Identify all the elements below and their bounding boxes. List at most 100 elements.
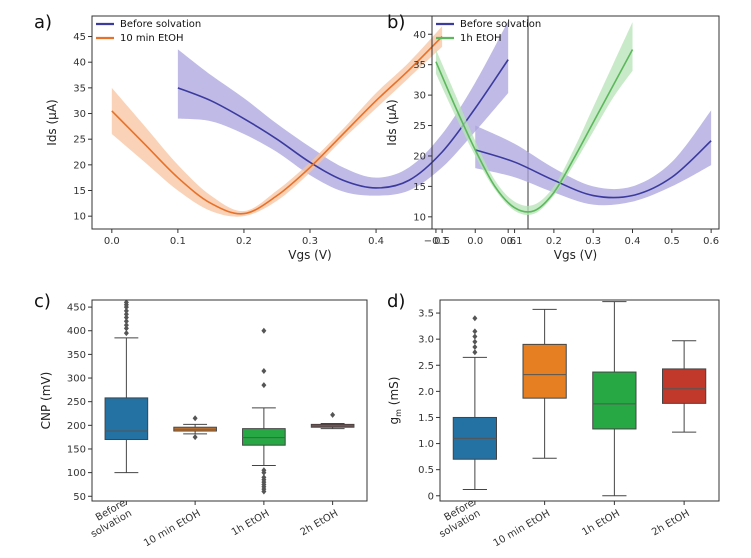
category-label: 2h EtOH bbox=[299, 508, 340, 538]
confidence-band bbox=[177, 21, 509, 196]
outlier-point bbox=[123, 314, 129, 321]
y-tick-label: 0 bbox=[428, 491, 434, 502]
iqr-box bbox=[592, 371, 637, 430]
y-tick-label: 450 bbox=[67, 303, 86, 314]
y-tick-label: 30 bbox=[413, 91, 426, 102]
x-tick-label: 0.3 bbox=[302, 236, 318, 247]
outlier-point bbox=[192, 434, 198, 441]
panel-b: b) 10 15 20 25 30 35 40 −0.1 0.0 0.1 0.2 0.3 0.4 0.5 0.… bbox=[385, 12, 720, 262]
iqr-box bbox=[662, 368, 707, 404]
legend-entry: 1h EtOH bbox=[460, 33, 502, 44]
category-label-line: 2h EtOH bbox=[650, 508, 691, 538]
outlier-point bbox=[261, 474, 267, 481]
outlier-point bbox=[192, 415, 198, 422]
y-axis-label: Ids (µA) bbox=[45, 99, 59, 145]
box-1 bbox=[104, 299, 149, 474]
series-line bbox=[111, 35, 443, 215]
y-tick-label: 2.0 bbox=[418, 387, 434, 398]
y-tick-label: 3.5 bbox=[418, 309, 434, 320]
y-tick-label: 1.5 bbox=[418, 413, 434, 424]
outlier-point bbox=[261, 327, 267, 334]
outlier-point bbox=[261, 467, 267, 474]
outlier-point bbox=[472, 349, 478, 356]
outlier-point bbox=[472, 333, 478, 340]
confidence-band bbox=[435, 22, 633, 216]
y-tick-label: 100 bbox=[67, 468, 86, 479]
outlier-point bbox=[123, 307, 129, 314]
x-tick-label: 0.6 bbox=[500, 236, 516, 247]
series-line bbox=[435, 49, 634, 213]
box-1 bbox=[452, 315, 497, 491]
series-line bbox=[177, 59, 509, 189]
y-tick-label: 20 bbox=[413, 151, 426, 162]
y-tick-label: 20 bbox=[73, 160, 86, 171]
x-tick-label: 0.5 bbox=[664, 236, 680, 247]
plot-frame bbox=[439, 299, 720, 502]
x-tick-label: 0.4 bbox=[625, 236, 641, 247]
legend-entry: Before solvation bbox=[120, 19, 201, 30]
y-tick-label: 3.0 bbox=[418, 335, 434, 346]
x-tick-label: 0.1 bbox=[170, 236, 186, 247]
legend-entry: 10 min EtOH bbox=[120, 33, 184, 44]
outlier-point bbox=[123, 325, 129, 332]
iqr-box bbox=[242, 428, 286, 446]
y-axis-label: Ids (µA) bbox=[385, 99, 399, 145]
y-tick-label: 0.5 bbox=[418, 465, 434, 476]
y-tick-label: 300 bbox=[67, 374, 86, 385]
category-label-line: 1h EtOH bbox=[230, 508, 271, 538]
x-tick-label: 0.4 bbox=[368, 236, 384, 247]
y-tick-label: 15 bbox=[413, 182, 426, 193]
category-label-line: 10 min EtOH bbox=[492, 508, 553, 549]
y-tick-label: 150 bbox=[67, 444, 86, 455]
series-line bbox=[475, 140, 712, 199]
box-4 bbox=[662, 340, 707, 433]
plot-frame bbox=[431, 15, 720, 230]
y-tick-label: 40 bbox=[413, 30, 426, 41]
category-label: 10 min EtOH bbox=[142, 508, 203, 549]
x-tick-label: 0.5 bbox=[434, 236, 450, 247]
y-tick-label: 15 bbox=[73, 186, 86, 197]
x-tick-label: 0.2 bbox=[546, 236, 562, 247]
outlier-point bbox=[123, 330, 129, 337]
y-tick-label: 35 bbox=[413, 60, 426, 71]
panel-a: a) 10 15 20 25 30 35 40 45 0.0 0.1 0.2 0.3 0.4 0.5 0.6 V… bbox=[34, 12, 529, 262]
panel-label: d) bbox=[387, 291, 405, 312]
y-axis-label: CNP (mV) bbox=[39, 372, 53, 430]
x-axis-label: Vgs (V) bbox=[554, 248, 597, 262]
outlier-point bbox=[472, 315, 478, 322]
legend-entry: Before solvation bbox=[460, 19, 541, 30]
y-tick-label: 2.5 bbox=[418, 361, 434, 372]
iqr-box bbox=[522, 343, 567, 399]
x-tick-label: 0.3 bbox=[585, 236, 601, 247]
outlier-point bbox=[123, 299, 129, 306]
x-tick-label: 0.6 bbox=[703, 236, 719, 247]
y-tick-label: 10 bbox=[413, 212, 426, 223]
y-axis-label-main: CNP (mV) bbox=[39, 372, 53, 430]
box-3 bbox=[592, 301, 637, 497]
x-tick-label: 0.0 bbox=[467, 236, 483, 247]
outlier-point bbox=[330, 411, 336, 418]
box-2 bbox=[173, 415, 217, 441]
outlier-point bbox=[472, 328, 478, 335]
outlier-point bbox=[472, 338, 478, 345]
y-tick-label: 25 bbox=[413, 121, 426, 132]
panel-label: a) bbox=[34, 12, 52, 33]
outlier-point bbox=[123, 311, 129, 318]
x-tick-label: 0.2 bbox=[236, 236, 252, 247]
y-tick-label: 10 bbox=[73, 212, 86, 223]
y-tick-label: 400 bbox=[67, 326, 86, 337]
iqr-box bbox=[104, 397, 149, 441]
y-axis-label-unit: (mS) bbox=[387, 377, 401, 409]
y-axis-label: gm (mS) bbox=[387, 377, 403, 425]
panel-label: c) bbox=[34, 291, 51, 312]
x-tick-label: 0.1 bbox=[507, 236, 523, 247]
outlier-point bbox=[123, 322, 129, 329]
outlier-point bbox=[472, 343, 478, 350]
outlier-point bbox=[123, 318, 129, 325]
box-3 bbox=[242, 327, 286, 495]
panel-c: c)50100150200250300350400450Beforesolvat… bbox=[34, 291, 368, 549]
y-tick-label: 1.0 bbox=[418, 439, 434, 450]
y-tick-label: 25 bbox=[73, 135, 86, 146]
